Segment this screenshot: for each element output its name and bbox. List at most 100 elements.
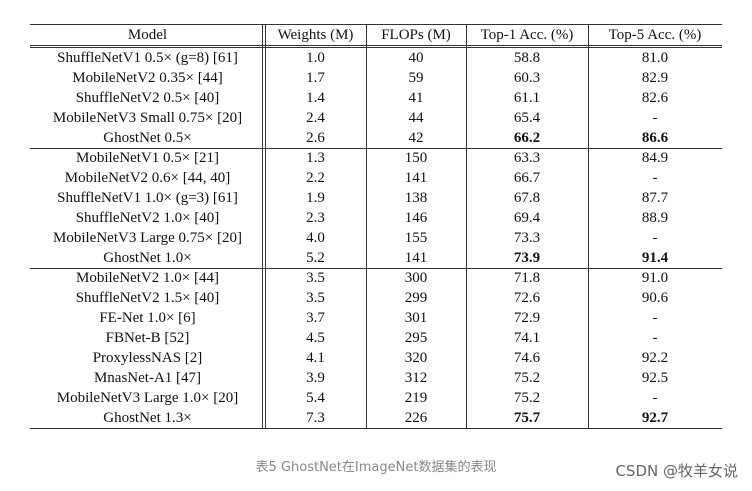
value-cell: 1.3 <box>306 150 325 166</box>
value-cell: 44 <box>408 110 424 126</box>
value-cell: 72.9 <box>513 310 541 326</box>
value-cell: - <box>652 170 658 186</box>
value-cell: 141 <box>404 170 428 186</box>
value-cell: 92.5 <box>641 370 669 386</box>
value-cell: 66.7 <box>513 170 541 186</box>
value-cell: - <box>652 390 658 406</box>
model-cell: MnasNet-A1 [47] <box>93 370 202 386</box>
model-cell: ShuffleNetV1 0.5× (g=8) [61] <box>57 50 238 66</box>
value-cell: 59 <box>408 70 424 86</box>
model-cell: MobileNetV2 0.35× [44] <box>72 70 223 86</box>
value-cell: 72.6 <box>513 290 541 306</box>
value-cell: 88.9 <box>641 210 669 226</box>
value-cell: 1.4 <box>306 90 325 106</box>
value-cell: 75.2 <box>513 390 541 406</box>
header-cell: Weights (M) <box>277 27 354 43</box>
model-cell: FBNet-B [52] <box>105 330 190 346</box>
model-cell: FE-Net 1.0× [6] <box>99 310 196 326</box>
value-cell: 300 <box>404 270 428 286</box>
value-cell: - <box>652 110 658 126</box>
rule <box>30 428 722 429</box>
value-cell: 3.5 <box>306 290 325 306</box>
value-cell: 312 <box>404 370 428 386</box>
value-cell: 71.8 <box>513 270 541 286</box>
model-cell: ShuffleNetV2 1.0× [40] <box>75 210 220 226</box>
value-cell: 75.7 <box>513 410 541 426</box>
model-cell: MobileNetV2 0.6× [44, 40] <box>64 170 231 186</box>
value-cell: 5.2 <box>306 250 325 266</box>
value-cell: 41 <box>408 90 424 106</box>
value-cell: 4.1 <box>306 350 325 366</box>
value-cell: 75.2 <box>513 370 541 386</box>
value-cell: 3.5 <box>306 270 325 286</box>
model-cell: MobileNetV1 0.5× [21] <box>75 150 220 166</box>
value-cell: 86.6 <box>641 130 669 146</box>
value-cell: 61.1 <box>513 90 541 106</box>
rule <box>30 47 722 48</box>
value-cell: 92.2 <box>641 350 669 366</box>
value-cell: 3.7 <box>306 310 325 326</box>
rule <box>366 24 367 428</box>
value-cell: 87.7 <box>641 190 669 206</box>
model-cell: ShuffleNetV1 1.0× (g=3) [61] <box>57 190 238 206</box>
value-cell: 67.8 <box>513 190 541 206</box>
value-cell: 73.3 <box>513 230 541 246</box>
model-cell: ShuffleNetV2 1.5× [40] <box>75 290 220 306</box>
value-cell: 3.9 <box>306 370 325 386</box>
value-cell: 301 <box>404 310 428 326</box>
value-cell: 74.6 <box>513 350 541 366</box>
rule <box>30 148 722 149</box>
value-cell: 1.9 <box>306 190 325 206</box>
value-cell: 1.0 <box>306 50 325 66</box>
value-cell: 91.0 <box>641 270 669 286</box>
value-cell: 91.4 <box>641 250 669 266</box>
value-cell: 81.0 <box>641 50 669 66</box>
rule <box>30 24 722 25</box>
value-cell: 1.7 <box>306 70 325 86</box>
value-cell: - <box>652 310 658 326</box>
value-cell: 226 <box>404 410 428 426</box>
value-cell: 2.6 <box>306 130 325 146</box>
value-cell: 92.7 <box>641 410 669 426</box>
rule <box>265 24 266 428</box>
value-cell: 40 <box>408 50 424 66</box>
value-cell: 5.4 <box>306 390 325 406</box>
value-cell: 2.3 <box>306 210 325 226</box>
header-cell: Top-5 Acc. (%) <box>608 27 702 43</box>
value-cell: 82.9 <box>641 70 669 86</box>
model-cell: GhostNet 0.5× <box>103 130 192 146</box>
value-cell: 219 <box>404 390 428 406</box>
model-cell: MobileNetV2 1.0× [44] <box>75 270 220 286</box>
value-cell: 146 <box>404 210 428 226</box>
value-cell: 320 <box>404 350 428 366</box>
value-cell: 69.4 <box>513 210 541 226</box>
rule <box>30 45 722 46</box>
value-cell: 2.4 <box>306 110 325 126</box>
value-cell: 141 <box>404 250 428 266</box>
model-cell: ProxylessNAS [2] <box>92 350 203 366</box>
value-cell: 299 <box>404 290 428 306</box>
header-cell: Model <box>127 27 168 43</box>
value-cell: 295 <box>404 330 428 346</box>
value-cell: - <box>652 330 658 346</box>
value-cell: 7.3 <box>306 410 325 426</box>
value-cell: 138 <box>404 190 428 206</box>
value-cell: 60.3 <box>513 70 541 86</box>
value-cell: 4.0 <box>306 230 325 246</box>
value-cell: 4.5 <box>306 330 325 346</box>
value-cell: 90.6 <box>641 290 669 306</box>
value-cell: 66.2 <box>513 130 541 146</box>
model-cell: MobileNetV3 Large 1.0× [20] <box>56 390 239 406</box>
model-cell: MobileNetV3 Large 0.75× [20] <box>53 230 242 246</box>
caption: 表5 GhostNet在ImageNet数据集的表现 <box>255 460 497 475</box>
model-cell: MobileNetV3 Small 0.75× [20] <box>52 110 243 126</box>
value-cell: 63.3 <box>513 150 541 166</box>
model-cell: GhostNet 1.0× <box>103 250 192 266</box>
value-cell: 73.9 <box>513 250 541 266</box>
value-cell: 150 <box>404 150 428 166</box>
header-cell: FLOPs (M) <box>381 27 451 43</box>
value-cell: 74.1 <box>513 330 541 346</box>
rule <box>30 268 722 269</box>
model-cell: ShuffleNetV2 0.5× [40] <box>75 90 220 106</box>
